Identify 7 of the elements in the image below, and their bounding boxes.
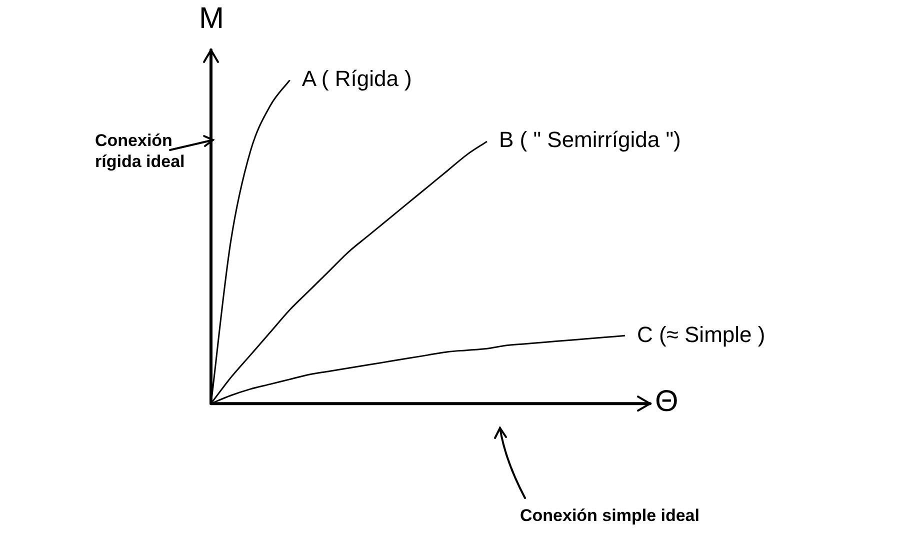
series-label: A ( Rígida ) bbox=[302, 66, 412, 92]
text: Conexión simple ideal bbox=[520, 505, 700, 526]
series-label: B ( " Semirrígida ") bbox=[499, 127, 681, 154]
series-label: C (≈ Simple ) bbox=[637, 322, 766, 348]
text: Conexión rígida ideal bbox=[95, 130, 186, 172]
y-axis-title: M bbox=[199, 2, 224, 36]
x-axis-title: Θ bbox=[655, 384, 678, 419]
